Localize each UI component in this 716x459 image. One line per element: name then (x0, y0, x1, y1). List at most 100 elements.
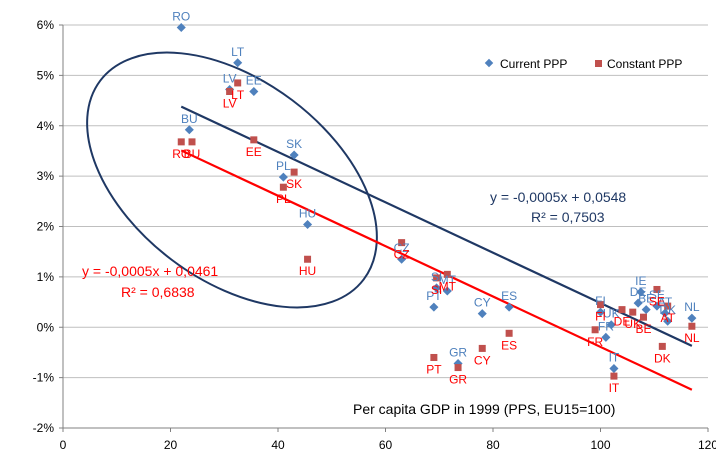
legend-label-constant: Constant PPP (607, 57, 682, 71)
point-current-dk (663, 316, 673, 326)
point-current-hu (303, 219, 313, 230)
label-current-ro: RO (172, 10, 190, 24)
label-current-at: AT (658, 295, 673, 309)
trend-r2-current: R² = 0,7503 (531, 209, 605, 225)
trendline-constant (180, 149, 693, 391)
label-current-fi: FI (595, 294, 606, 308)
point-current-cy (477, 309, 487, 319)
label-constant-pl: PL (276, 192, 291, 206)
point-constant-pl (279, 183, 287, 191)
point-current-ie (636, 287, 646, 297)
label-constant-si: SI (431, 283, 442, 297)
label-constant-lt: LT (231, 88, 245, 102)
label-constant-cy: CY (474, 353, 491, 367)
label-constant-lv: LV (223, 96, 237, 110)
y-tick-label: 6% (37, 18, 55, 32)
label-constant-gr: GR (449, 373, 467, 387)
point-current-es (504, 302, 514, 312)
point-constant-bu (188, 138, 196, 146)
label-constant-se: SE (649, 294, 665, 308)
x-tick-label: 0 (60, 438, 67, 452)
point-constant-ee (250, 136, 258, 144)
label-constant-dk: DK (654, 351, 671, 365)
y-tick-label: 4% (37, 119, 55, 133)
label-current-si: SI (431, 270, 442, 284)
trend-equation-constant: y = -0,0005x + 0,0461 (82, 263, 218, 279)
y-tick-label: -1% (33, 371, 55, 385)
label-current-uk: UK (603, 307, 620, 321)
point-constant-fr (591, 326, 599, 334)
point-constant-be (640, 313, 647, 321)
point-constant-dk (658, 342, 666, 350)
label-constant-hu: HU (299, 264, 316, 278)
y-tick-labels: -2% -1% 0% 1% 2% 3% 4% 5% 6% (33, 18, 55, 435)
point-current-ee (249, 86, 259, 97)
point-constant-sk (290, 168, 298, 176)
point-constant-nl (688, 322, 696, 330)
y-tick-label: 3% (37, 169, 55, 183)
point-constant-cy (478, 344, 486, 352)
label-current-se: SE (649, 288, 665, 302)
label-constant-bu: BU (184, 147, 201, 161)
legend-label-current: Current PPP (500, 57, 567, 71)
label-current-ie: IE (635, 274, 646, 288)
label-constant-mt: MT (439, 279, 457, 293)
y-tick-label: 2% (37, 220, 55, 234)
legend-marker-constant (595, 60, 602, 67)
highlight-ellipse (86, 51, 378, 309)
label-current-hu: HU (299, 206, 316, 220)
trendline-current (180, 105, 693, 347)
label-current-cy: CY (474, 296, 491, 310)
label-constant-fi: FI (595, 310, 606, 324)
x-tick-label: 20 (164, 438, 178, 452)
label-constant-be: BE (635, 322, 651, 336)
trend-equation-current: y = -0,0005x + 0,0548 (490, 189, 626, 205)
label-current-bu: BU (181, 112, 198, 126)
point-constant-it (610, 372, 618, 380)
point-constant-es (505, 329, 513, 337)
x-tick-label: 60 (379, 438, 393, 452)
point-constant-ro (177, 138, 185, 146)
label-current-sk: SK (286, 137, 302, 151)
point-constant-hu (304, 255, 312, 263)
point-constant-lt (234, 79, 242, 87)
legend: Current PPP Constant PPP (484, 57, 682, 71)
point-constant-uk (629, 308, 637, 316)
label-constant-at: AT (660, 311, 675, 325)
point-constant-de (618, 306, 626, 314)
point-constant-at (664, 302, 672, 310)
y-tick-label: 0% (37, 320, 55, 334)
point-current-it (609, 364, 619, 374)
point-current-lt (233, 58, 243, 68)
trendlines (180, 105, 693, 391)
label-current-mt: MT (439, 273, 457, 287)
y-tick-label: 5% (37, 68, 55, 82)
label-current-ee: EE (246, 73, 262, 87)
label-current-it: IT (609, 351, 620, 365)
y-tick-label: 1% (37, 270, 55, 284)
label-constant-sk: SK (286, 177, 302, 191)
point-constant-pt (430, 353, 438, 361)
label-current-pl: PL (276, 159, 291, 173)
label-constant-pt: PT (426, 362, 442, 376)
y-tick-label: -2% (33, 421, 55, 435)
x-tick-labels: 0 20 40 60 80 100 120 (60, 438, 716, 452)
label-constant-fr: FR (587, 335, 603, 349)
label-constant-es: ES (501, 338, 517, 352)
label-current-nl: NL (684, 300, 700, 314)
point-current-pt (429, 302, 439, 312)
point-constant-lv (226, 87, 234, 95)
label-constant-ee: EE (246, 145, 262, 159)
x-tick-label: 100 (590, 438, 610, 452)
x-tick-label: 120 (698, 438, 716, 452)
point-current-bu (184, 125, 194, 135)
label-current-lt: LT (231, 45, 245, 59)
x-tick-label: 40 (271, 438, 285, 452)
label-constant-de: DE (614, 315, 631, 329)
point-constant-si (433, 274, 441, 282)
gridlines (63, 24, 708, 429)
point-constant-se (653, 285, 661, 293)
x-tick-label: 80 (486, 438, 500, 452)
label-current-be: BE (638, 292, 654, 306)
